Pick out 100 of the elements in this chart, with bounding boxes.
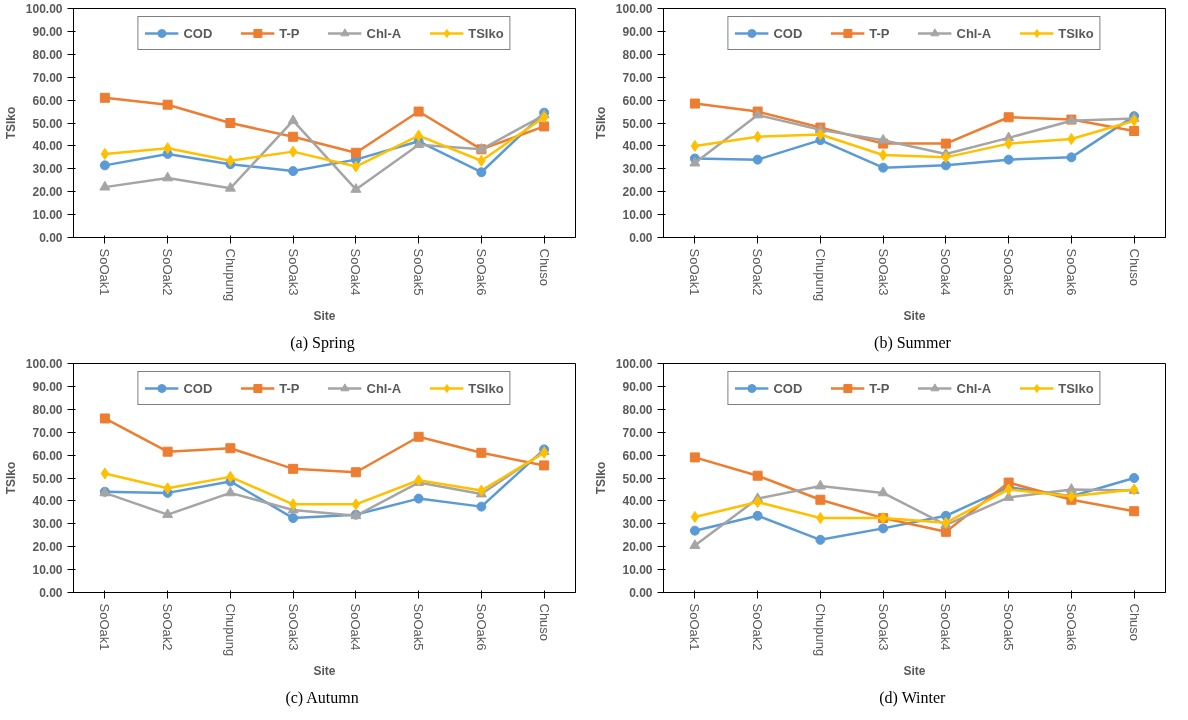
y-axis-title: TSIko [593,106,608,140]
x-tick-label: SoOak1 [97,248,113,296]
y-tick-label: 90.00 [622,379,653,394]
y-tick-label: 10.00 [32,208,63,223]
x-tick-label: SoOak2 [160,248,176,296]
y-tick-label: 20.00 [32,185,63,200]
y-tick-label: 70.00 [32,425,63,440]
x-tick-label: Chuso [536,603,552,642]
x-tick-label: SoOak2 [160,603,176,651]
text: (b) Summer [874,333,952,352]
y-tick-label: 100.00 [25,357,63,371]
x-tick-label: Chuso [536,248,552,287]
legend-label: Chl-A [956,380,992,396]
x-tick-label: SoOak4 [938,603,954,651]
x-tick-label: SoOak4 [348,603,364,651]
y-tick-label: 20.00 [622,540,653,555]
legend-label: Chl-A [366,25,402,41]
text: (d) Winter [879,688,947,707]
y-tick-label: 90.00 [622,24,653,39]
x-tick-label: SoOak2 [750,603,766,651]
legend-label: COD [183,380,213,396]
legend-label: COD [773,380,803,396]
y-tick-label: 40.00 [622,494,653,509]
x-tick-label: SoOak3 [875,603,891,651]
x-tick-label: SoOak5 [1001,603,1017,651]
y-tick-label: 10.00 [622,563,653,578]
x-tick-label: SoOak5 [411,248,427,296]
y-tick-label: 50.00 [622,116,653,131]
y-tick-label: 30.00 [622,162,653,177]
y-tick-label: 40.00 [32,139,63,154]
x-tick-label: Chupung [222,248,238,302]
y-tick-label: 50.00 [32,471,63,486]
y-tick-label: 90.00 [32,379,63,394]
x-axis-title: Site [903,664,926,679]
legend-label: TSIko [1058,380,1094,396]
x-tick-label: SoOak6 [473,248,489,296]
y-tick-label: 30.00 [32,162,63,177]
text: (a) Spring [290,333,355,352]
x-tick-label: SoOak3 [285,603,301,651]
x-tick-label: SoOak6 [1063,603,1079,651]
y-tick-label: 60.00 [622,448,653,463]
y-tick-label: 20.00 [622,185,653,200]
x-tick-label: SoOak1 [97,603,113,651]
y-tick-label: 20.00 [32,540,63,555]
legend-label: Chl-A [956,25,992,41]
y-tick-label: 10.00 [622,208,653,223]
legend-label: Chl-A [366,380,402,396]
x-tick-label: SoOak5 [1001,248,1017,296]
y-tick-label: 40.00 [622,139,653,154]
text: (c) Autumn [285,688,359,707]
y-tick-label: 60.00 [32,93,63,108]
x-tick-label: SoOak6 [473,603,489,651]
y-tick-label: 0.00 [629,231,653,245]
x-tick-label: SoOak3 [875,248,891,296]
legend-label: TSIko [468,380,504,396]
y-tick-label: 40.00 [32,494,63,509]
legend-label: T-P [869,380,890,396]
x-tick-label: SoOak4 [348,248,364,296]
y-tick-label: 80.00 [622,47,653,62]
x-tick-label: SoOak4 [938,248,954,296]
x-tick-label: Chuso [1126,603,1142,642]
y-tick-label: 30.00 [622,517,653,532]
y-tick-label: 60.00 [32,448,63,463]
x-axis-title: Site [313,664,336,679]
x-tick-label: SoOak5 [411,603,427,651]
x-tick-label: SoOak1 [687,603,703,651]
x-tick-label: Chupung [812,248,828,302]
y-tick-label: 80.00 [32,402,63,417]
x-tick-label: SoOak6 [1063,248,1079,296]
y-tick-label: 60.00 [622,93,653,108]
y-tick-label: 70.00 [622,425,653,440]
legend-label: TSIko [468,25,504,41]
y-tick-label: 30.00 [32,517,63,532]
x-tick-label: Chuso [1126,248,1142,287]
y-tick-label: 50.00 [622,471,653,486]
y-tick-label: 0.00 [629,586,653,600]
legend-label: T-P [869,25,890,41]
y-tick-label: 0.00 [39,231,63,245]
x-tick-label: SoOak1 [687,248,703,296]
x-tick-label: SoOak3 [285,248,301,296]
y-tick-label: 100.00 [615,357,653,371]
y-tick-label: 10.00 [32,563,63,578]
x-axis-title: Site [903,309,926,324]
y-axis-title: TSIko [3,461,18,495]
legend-label: T-P [279,25,300,41]
y-tick-label: 50.00 [32,116,63,131]
legend-label: COD [773,25,803,41]
legend-label: TSIko [1058,25,1094,41]
x-tick-label: Chupung [222,603,238,657]
x-axis-title: Site [313,309,336,324]
x-tick-label: Chupung [812,603,828,657]
y-tick-label: 100.00 [25,2,63,16]
y-tick-label: 100.00 [615,2,653,16]
x-tick-label: SoOak2 [750,248,766,296]
y-tick-label: 70.00 [622,70,653,85]
y-tick-label: 70.00 [32,70,63,85]
y-tick-label: 80.00 [622,402,653,417]
y-tick-label: 0.00 [39,586,63,600]
y-tick-label: 80.00 [32,47,63,62]
legend-label: T-P [279,380,300,396]
